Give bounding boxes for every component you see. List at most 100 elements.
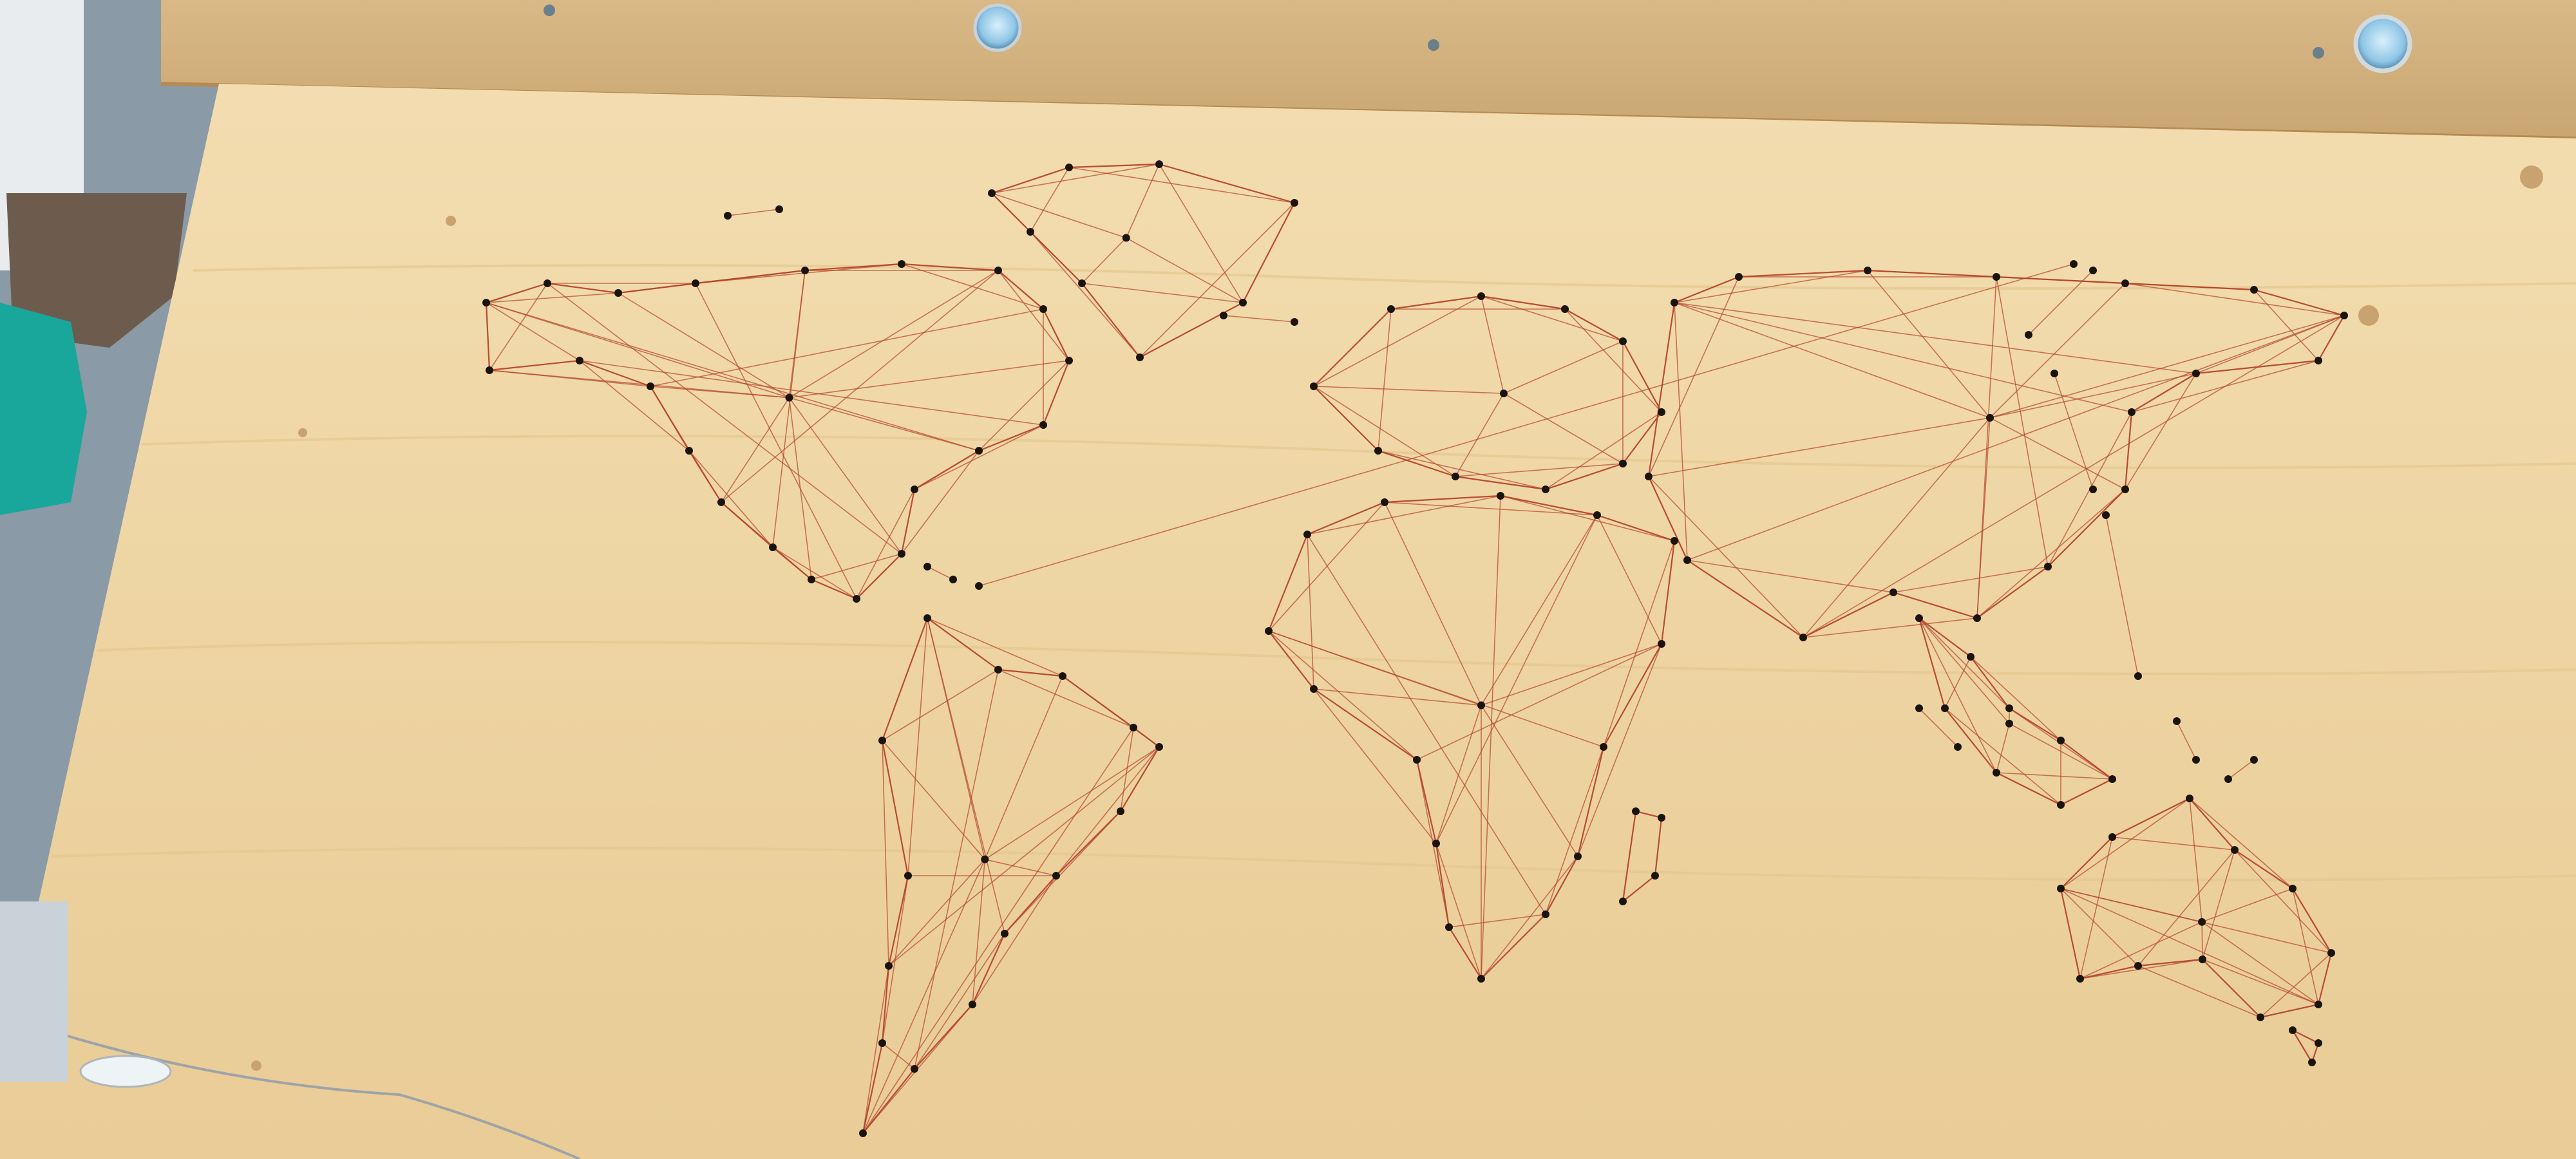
- string-segment: [991, 193, 1127, 239]
- string-segment: [1139, 202, 1295, 358]
- shelf-button-right: [2353, 14, 2412, 73]
- string-segment: [2292, 1030, 2319, 1044]
- string-segment: [2292, 888, 2332, 954]
- nail: [486, 366, 493, 374]
- nail: [2128, 408, 2136, 416]
- nail: [1130, 724, 1137, 731]
- nail: [647, 382, 654, 390]
- string-segment: [985, 858, 1057, 876]
- string-segment: [1126, 237, 1244, 303]
- string-segment: [914, 669, 999, 1069]
- string-segment: [1307, 534, 1314, 690]
- string-segment: [1648, 417, 1991, 477]
- string-segment: [1674, 302, 2197, 374]
- nail: [1117, 807, 1124, 815]
- nail: [988, 189, 996, 197]
- nail: [2340, 312, 2348, 319]
- string-segment: [991, 166, 1070, 194]
- string-segment: [2189, 798, 2235, 851]
- nail: [1542, 910, 1549, 918]
- string-segment: [1674, 270, 1868, 303]
- nail: [1303, 531, 1311, 538]
- string-segment: [882, 1042, 915, 1069]
- nail: [994, 666, 1002, 674]
- string-segment: [2201, 921, 2319, 1005]
- string-segment: [1648, 476, 1804, 638]
- string-segment: [2112, 798, 2190, 838]
- string-segment: [1384, 502, 1598, 516]
- nails: [482, 160, 2348, 1137]
- string-segment: [2060, 888, 2139, 966]
- nail: [949, 576, 957, 583]
- nail: [1986, 413, 1994, 422]
- nail: [1574, 853, 1582, 860]
- string-segment: [1545, 746, 1604, 915]
- string-segment: [1267, 534, 1309, 632]
- string-segment: [579, 360, 1044, 426]
- string-segment: [1648, 476, 1688, 561]
- nail: [2121, 279, 2129, 287]
- nail: [2050, 370, 2058, 377]
- nail: [2070, 260, 2078, 268]
- nail: [2192, 756, 2200, 764]
- string-segment: [2292, 888, 2319, 1005]
- string-segment: [1635, 810, 1662, 819]
- string-segment: [789, 270, 999, 399]
- string-segment: [1674, 302, 1688, 561]
- string-segment: [901, 450, 980, 554]
- shelf-screw-3: [2313, 47, 2324, 59]
- nail: [1658, 408, 1665, 416]
- string-segment: [1622, 341, 1662, 413]
- string-segment: [1481, 704, 1578, 857]
- string-segment: [1081, 283, 1244, 303]
- string-segment: [1481, 295, 1566, 310]
- light-cable: [0, 1013, 580, 1159]
- nail: [975, 447, 983, 455]
- string-segment: [984, 675, 1063, 860]
- string-segment: [1918, 617, 2010, 724]
- string-segment: [811, 578, 857, 600]
- string-segment: [991, 164, 1160, 194]
- string-segment: [1577, 643, 1662, 857]
- nail: [1632, 807, 1640, 815]
- nail: [2199, 956, 2206, 963]
- string-segment: [2201, 888, 2293, 923]
- nail: [1941, 704, 1949, 712]
- string-segment: [1545, 856, 1578, 915]
- string-segment: [1867, 270, 1991, 419]
- string-segment: [1687, 315, 2345, 561]
- nail: [1561, 305, 1569, 313]
- nail: [1027, 228, 1034, 236]
- string-segment: [1918, 617, 1997, 773]
- nail: [614, 289, 622, 297]
- string-segment: [1139, 302, 1244, 358]
- nail: [769, 543, 777, 551]
- nail: [2057, 885, 2065, 892]
- string-segment: [579, 360, 690, 451]
- string-segment: [978, 360, 1070, 451]
- string-segment: [1081, 283, 1141, 358]
- string-segment: [2060, 888, 2319, 1005]
- nail: [2192, 370, 2200, 377]
- nail: [2121, 485, 2129, 493]
- nail: [2198, 918, 2206, 926]
- string-segment: [1481, 643, 1662, 706]
- string-segment: [1455, 463, 1624, 477]
- string-segment: [1989, 283, 2126, 419]
- string-segment: [2202, 849, 2235, 960]
- string-segment: [1989, 373, 2197, 419]
- string-segment: [788, 397, 812, 580]
- shelf-button-left: [973, 3, 1022, 52]
- nail: [1291, 318, 1298, 326]
- string-segment: [1307, 495, 1501, 535]
- string-segment: [1944, 656, 1971, 709]
- string-segment: [882, 669, 999, 741]
- string-segment: [1268, 630, 1604, 748]
- string-segment: [789, 360, 1070, 399]
- string-segment: [1577, 746, 1605, 857]
- nail: [923, 563, 931, 570]
- nail: [1799, 634, 1807, 641]
- nail: [2005, 719, 2013, 728]
- string-segment: [1030, 167, 1070, 232]
- string-segment: [1481, 296, 1504, 394]
